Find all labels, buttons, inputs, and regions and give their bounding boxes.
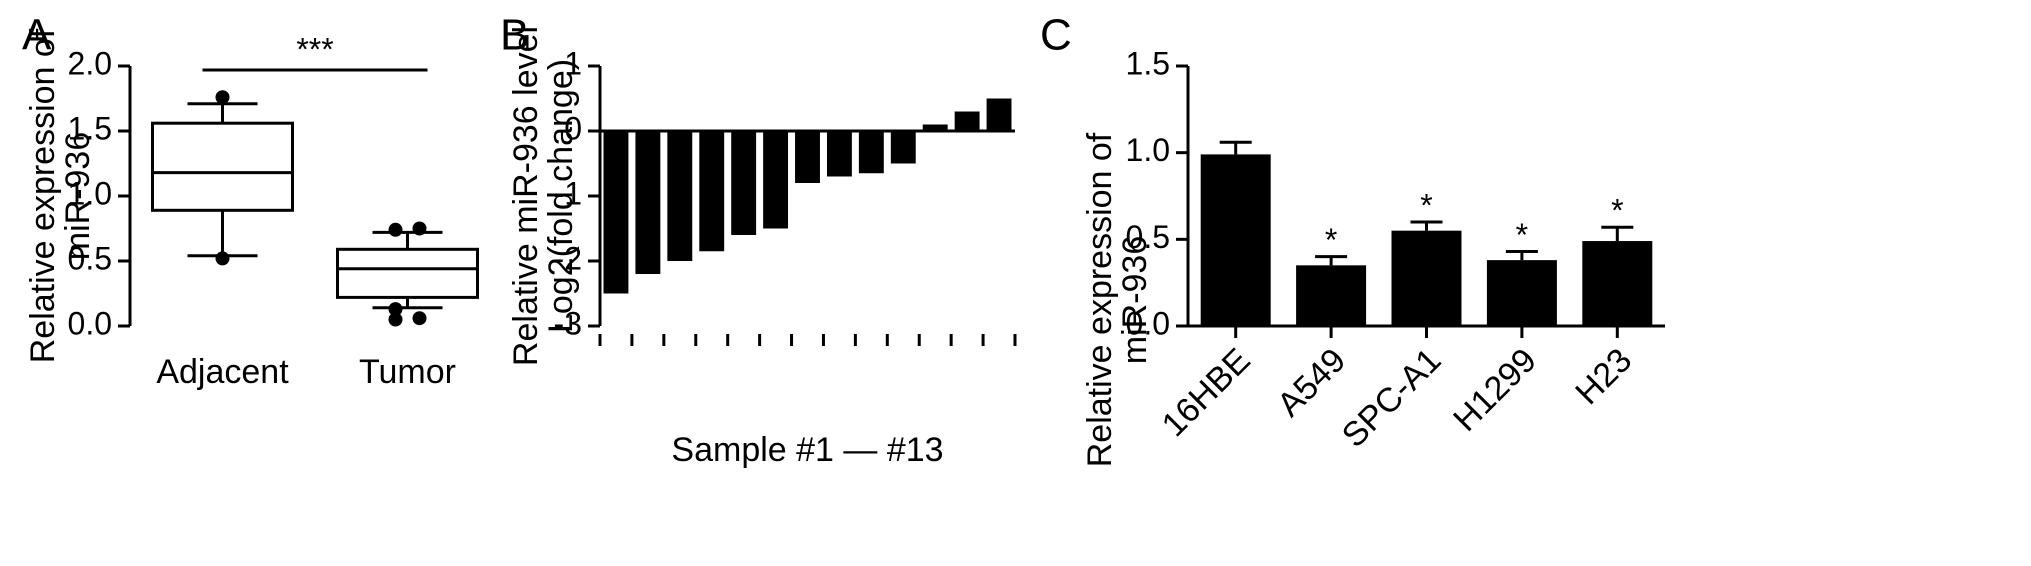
bar	[1391, 230, 1462, 326]
bar	[667, 131, 693, 261]
y-tick-label: -1	[554, 175, 582, 211]
y-axis-label: Relative miR-936 level	[507, 26, 545, 366]
significance-marker: *	[1611, 193, 1623, 229]
y-axis-label: Relative expression of	[1081, 132, 1119, 467]
bar	[763, 131, 789, 229]
bar	[1200, 154, 1271, 326]
bar	[795, 131, 820, 183]
x-tick-label: A549	[1270, 341, 1353, 424]
y-tick-label: 0	[564, 110, 582, 146]
bar	[1486, 260, 1557, 326]
x-tick-label: Adjacent	[156, 353, 289, 391]
y-axis-label: miR-936	[1116, 236, 1154, 364]
outlier	[215, 90, 230, 105]
y-axis-label: Log2(fold change)	[542, 59, 580, 333]
outlier	[215, 251, 230, 266]
bar	[922, 124, 948, 131]
bar	[603, 131, 629, 294]
y-tick-label: 0.5	[1126, 219, 1170, 255]
bar	[731, 131, 757, 235]
panel-letter: B	[500, 11, 529, 60]
outlier	[388, 222, 403, 237]
x-tick-label: SPC-A1	[1335, 341, 1449, 455]
bar	[986, 98, 1012, 131]
outlier	[412, 311, 427, 326]
bar	[699, 131, 725, 252]
y-tick-label: 2.0	[68, 45, 112, 81]
y-tick-label: 1.5	[1126, 45, 1170, 81]
x-tick-label: H1299	[1446, 341, 1544, 439]
bar	[858, 131, 884, 174]
y-tick-label: 0.0	[68, 305, 112, 341]
outlier	[388, 312, 403, 327]
outlier	[388, 302, 403, 317]
y-tick-label: 1	[564, 45, 582, 81]
significance-marker: *	[1420, 187, 1432, 223]
bar	[1296, 265, 1367, 326]
significance-label: ***	[296, 31, 333, 67]
bar	[954, 111, 980, 131]
x-axis-label: Sample #1 — #13	[671, 431, 943, 469]
box	[336, 247, 479, 299]
outlier	[412, 221, 427, 236]
bar	[826, 131, 852, 177]
bar	[635, 131, 661, 274]
bar	[890, 131, 916, 164]
panel-letter: A	[22, 11, 52, 60]
y-tick-label: -2	[554, 240, 582, 276]
significance-marker: *	[1325, 222, 1337, 258]
x-tick-label: 16HBE	[1155, 341, 1258, 444]
y-tick-label: -3	[554, 305, 582, 341]
panel-letter: C	[1040, 11, 1072, 60]
box	[151, 121, 294, 212]
y-tick-label: 1.0	[1126, 132, 1170, 168]
significance-marker: *	[1516, 217, 1528, 253]
y-tick-label: 0.0	[1126, 305, 1170, 341]
y-tick-label: 1.0	[68, 175, 112, 211]
y-axis-label: Relative expression of	[24, 28, 62, 363]
y-tick-label: 1.5	[68, 110, 112, 146]
y-tick-label: 0.5	[68, 240, 112, 276]
x-tick-label: H23	[1568, 341, 1639, 412]
x-tick-label: Tumor	[359, 353, 456, 391]
bar	[1582, 241, 1653, 326]
y-axis-label: miR-936	[59, 132, 97, 260]
